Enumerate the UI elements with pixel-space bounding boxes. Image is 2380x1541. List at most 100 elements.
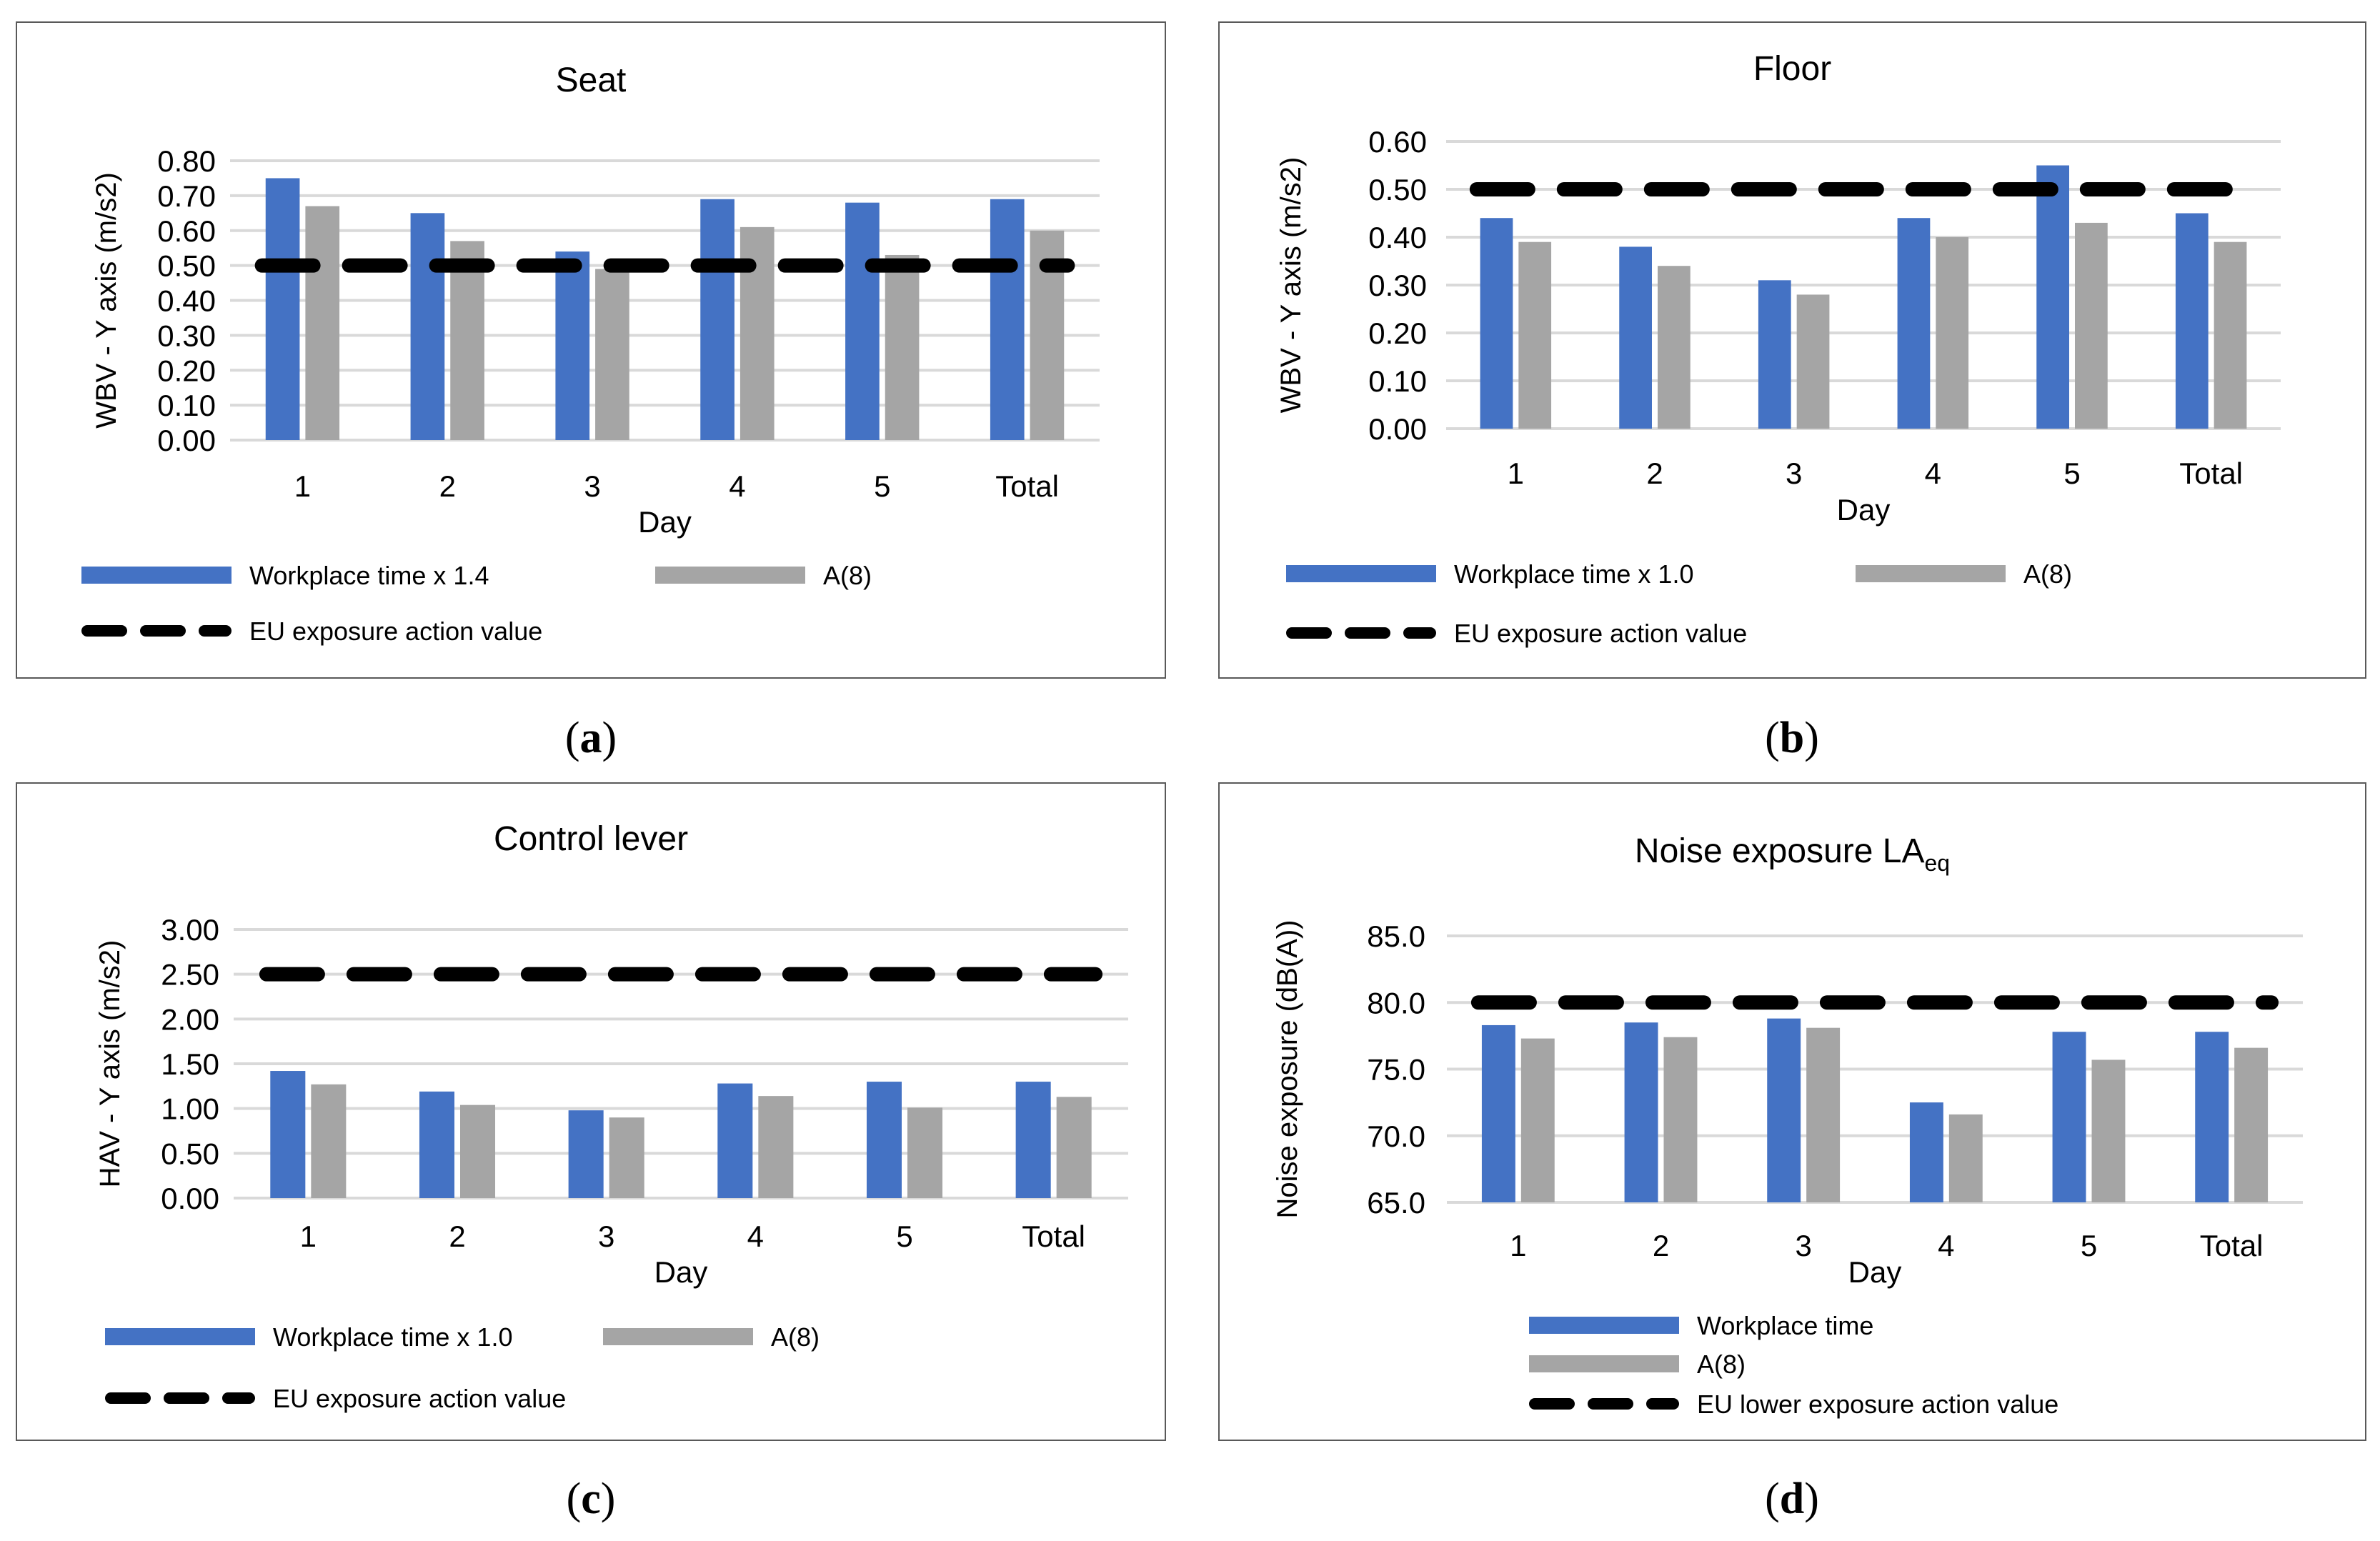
legend-label: Workplace time x 1.0 [273,1322,512,1352]
chart-title: Floor [1753,50,1831,88]
y-tick-label: 0.30 [157,319,216,352]
x-tick-label: 5 [2081,1229,2097,1262]
bar-workplace [2052,1032,2086,1202]
y-tick-label: 2.00 [161,1002,219,1036]
y-tick-label: 3.00 [161,913,219,947]
legend-swatch-workplace [1529,1317,1679,1334]
x-tick-label: 4 [1925,457,1941,490]
chart-panel-noise-exposure: Noise exposure LAeq 65.0 70.0 75.0 80.0 85.0 N… [1218,782,2366,1441]
legend-swatch-workplace [81,567,231,584]
y-axis-label: WBV - Y axis (m/s2) [1275,157,1307,414]
bar-a8 [609,1117,644,1198]
x-tick-label: 1 [294,469,311,503]
y-tick-label: 0.60 [157,214,216,248]
y-tick-label: 1.00 [161,1092,219,1126]
x-tick-label: 1 [300,1220,317,1253]
caption-b: (b) [1765,714,1819,762]
legend-label: A(8) [823,561,872,590]
x-tick-label: 2 [449,1220,465,1253]
x-tick-label: 1 [1510,1229,1526,1262]
bar-workplace [1897,218,1931,429]
x-tick-label: Total [2200,1229,2264,1262]
y-tick-label: 2.50 [161,958,219,992]
bar-workplace [2036,165,2069,429]
bar-a8 [1806,1027,1841,1202]
x-tick-label: 2 [439,469,456,503]
legend-swatch-a8 [1856,565,2006,582]
bar-workplace [419,1091,454,1198]
bar-workplace [1480,218,1513,429]
bar-a8 [450,241,484,440]
x-tick-label: 3 [1786,457,1802,490]
x-tick-label: Total [1022,1220,1085,1253]
caption-d: (d) [1765,1475,1819,1523]
x-tick-label: Total [2179,457,2243,490]
bar-a8 [885,254,920,440]
x-tick-label: 2 [1646,457,1663,490]
bar-a8 [2214,241,2247,429]
bar-a8 [1520,1038,1555,1202]
bar-a8 [2234,1047,2269,1202]
caption-a: (a) [564,714,617,762]
bar-a8 [1663,1037,1698,1202]
x-axis-label: Day [1837,493,1891,527]
y-tick-label: 80.0 [1367,986,1425,1019]
y-tick-label: 1.50 [161,1047,219,1081]
legend-swatch-a8 [655,567,805,584]
y-tick-label: 0.40 [1368,221,1427,254]
bar-workplace [1015,1082,1051,1198]
bar-workplace [270,1071,306,1198]
legend-swatch-workplace [1286,565,1436,582]
y-tick-label: 0.50 [161,1137,219,1170]
bar-workplace [1619,246,1652,429]
bar-workplace [717,1083,753,1198]
bar-a8 [1936,237,1969,429]
x-tick-label: 2 [1653,1229,1669,1262]
y-tick-label: 0.00 [157,424,216,457]
bar-a8 [460,1104,496,1198]
y-tick-label: 0.10 [157,389,216,422]
bar-workplace [1767,1018,1801,1202]
bar-workplace [265,178,300,440]
caption-c: (c) [566,1475,616,1523]
y-tick-label: 65.0 [1367,1186,1425,1220]
bar-workplace [1909,1102,1943,1202]
bar-workplace [410,213,445,440]
bar-workplace [990,199,1025,440]
bar-a8 [1056,1097,1092,1198]
x-tick-label: 3 [584,469,600,503]
bar-a8 [311,1084,347,1198]
y-axis-label: Noise exposure (dB(A)) [1272,920,1303,1219]
y-tick-label: 0.20 [1368,316,1427,350]
y-tick-label: 0.10 [1368,364,1427,398]
y-tick-label: 0.00 [1368,412,1427,446]
legend-swatch-a8 [603,1328,753,1345]
x-tick-label: 5 [874,469,890,503]
chart-title: Seat [556,61,627,99]
bar-a8 [907,1107,943,1198]
bar-workplace [2175,213,2209,429]
floor-chart-svg: Floor 0.00 0.10 0.20 0.30 0.40 0.50 0.60 WBV - Y… [1218,21,2366,679]
bar-a8 [1658,266,1691,429]
x-tick-label: 1 [1508,457,1524,490]
x-tick-label: 3 [1795,1229,1811,1262]
x-tick-label: 5 [2063,457,2080,490]
y-tick-label: 70.0 [1367,1119,1425,1153]
x-tick-label: Total [995,469,1059,503]
y-tick-label: 0.60 [1368,125,1427,159]
bar-a8 [1948,1114,1983,1202]
bar-workplace [2195,1032,2229,1202]
bar-workplace [568,1110,604,1198]
y-axis-label: HAV - Y axis (m/s2) [94,940,126,1188]
chart-title-subscript: eq [1924,850,1950,876]
bar-workplace [1481,1024,1515,1202]
legend-label: Workplace time [1697,1311,1873,1340]
y-tick-label: 0.20 [157,354,216,387]
bar-a8 [2075,222,2108,429]
bar-workplace [700,199,735,440]
y-tick-label: 75.0 [1367,1053,1425,1087]
x-tick-label: 4 [747,1220,764,1253]
chart-panel-floor: Floor 0.00 0.10 0.20 0.30 0.40 0.50 0.60 WBV - Y… [1218,21,2366,679]
y-tick-label: 0.00 [161,1182,219,1215]
x-tick-label: 3 [598,1220,614,1253]
